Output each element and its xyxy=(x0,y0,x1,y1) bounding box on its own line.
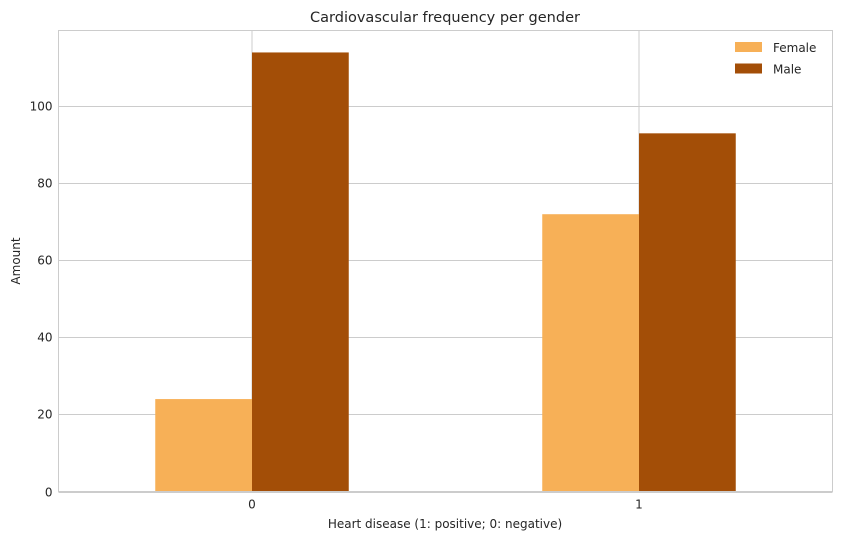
y-tick-label: 20 xyxy=(37,408,52,422)
plot-frame xyxy=(58,30,833,492)
legend-label-male: Male xyxy=(773,63,801,77)
legend: Female Male xyxy=(735,41,816,77)
y-tick-label: 0 xyxy=(45,486,53,500)
y-tick-label: 100 xyxy=(30,100,53,114)
y-tick-label: 40 xyxy=(37,331,52,345)
bars xyxy=(155,52,736,492)
legend-label-female: Female xyxy=(773,41,816,55)
y-tick-label: 80 xyxy=(37,177,52,191)
legend-swatch-male xyxy=(735,63,762,74)
bar-male-1 xyxy=(639,133,736,492)
bar-female-0 xyxy=(155,399,252,492)
tick-labels: 0 20 40 60 80 100 0 1 xyxy=(30,100,643,512)
y-axis-label: Amount xyxy=(9,237,23,284)
y-tick-label: 60 xyxy=(37,254,52,268)
legend-swatch-female xyxy=(735,42,762,52)
chart-title: Cardiovascular frequency per gender xyxy=(310,10,580,26)
x-tick-label: 1 xyxy=(635,498,643,512)
bar-female-1 xyxy=(542,214,639,492)
bar-male-0 xyxy=(252,52,349,492)
x-tick-label: 0 xyxy=(248,498,256,512)
x-axis-label: Heart disease (1: positive; 0: negative) xyxy=(328,517,562,531)
